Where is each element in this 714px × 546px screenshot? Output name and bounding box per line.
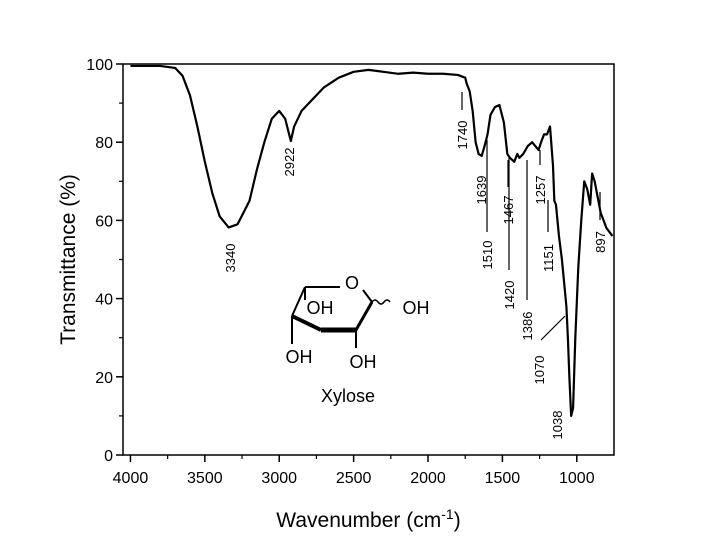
bond (291, 314, 322, 332)
x-tick-label: 2500 (336, 470, 372, 487)
x-tick-label: 4000 (113, 470, 149, 487)
peak-label: 1038 (550, 411, 565, 440)
hydroxyl: OH (350, 352, 377, 372)
x-tick-label: 1000 (559, 470, 595, 487)
bond (291, 286, 306, 317)
spectrum-line (130, 64, 614, 417)
compound-name: Xylose (321, 386, 375, 406)
y-tick-label: 100 (86, 57, 113, 74)
bond (354, 301, 374, 331)
wavy-bond (371, 299, 391, 305)
peak-label: 1740 (455, 121, 470, 150)
peak-label: 1257 (533, 176, 548, 205)
peak-label: 1386 (520, 312, 535, 341)
y-tick-label: 20 (95, 370, 113, 387)
y-tick-label: 0 (104, 448, 113, 465)
x-tick-label: 1500 (485, 470, 521, 487)
bond (362, 289, 373, 303)
y-tick-label: 60 (95, 213, 113, 230)
peak-label: 1510 (480, 241, 495, 270)
peak-leader (540, 315, 566, 341)
peak-label: 2922 (282, 148, 297, 177)
peak-label: 3340 (223, 244, 238, 273)
peak-label: 897 (593, 231, 608, 253)
y-axis-title: Transmittance (%) (57, 174, 80, 345)
x-tick-label: 2000 (410, 470, 446, 487)
peak-label: 1151 (541, 244, 556, 272)
y-tick-label: 80 (95, 135, 113, 152)
x-tick-label: 3000 (261, 470, 297, 487)
hydroxyl: OH (403, 298, 430, 318)
hydroxyl: OH (307, 298, 334, 318)
peak-label: 1639 (474, 176, 489, 205)
peak-label: 1420 (502, 281, 517, 310)
peak-label: 1070 (532, 356, 547, 385)
y-tick-label: 40 (95, 292, 113, 309)
x-axis-title: Wavenumber (cm-1) (276, 506, 460, 532)
x-tick-label: 3500 (187, 470, 223, 487)
xylose-structure (291, 286, 391, 348)
ring-oxygen: O (345, 273, 359, 293)
hydroxyl: OH (286, 347, 313, 367)
